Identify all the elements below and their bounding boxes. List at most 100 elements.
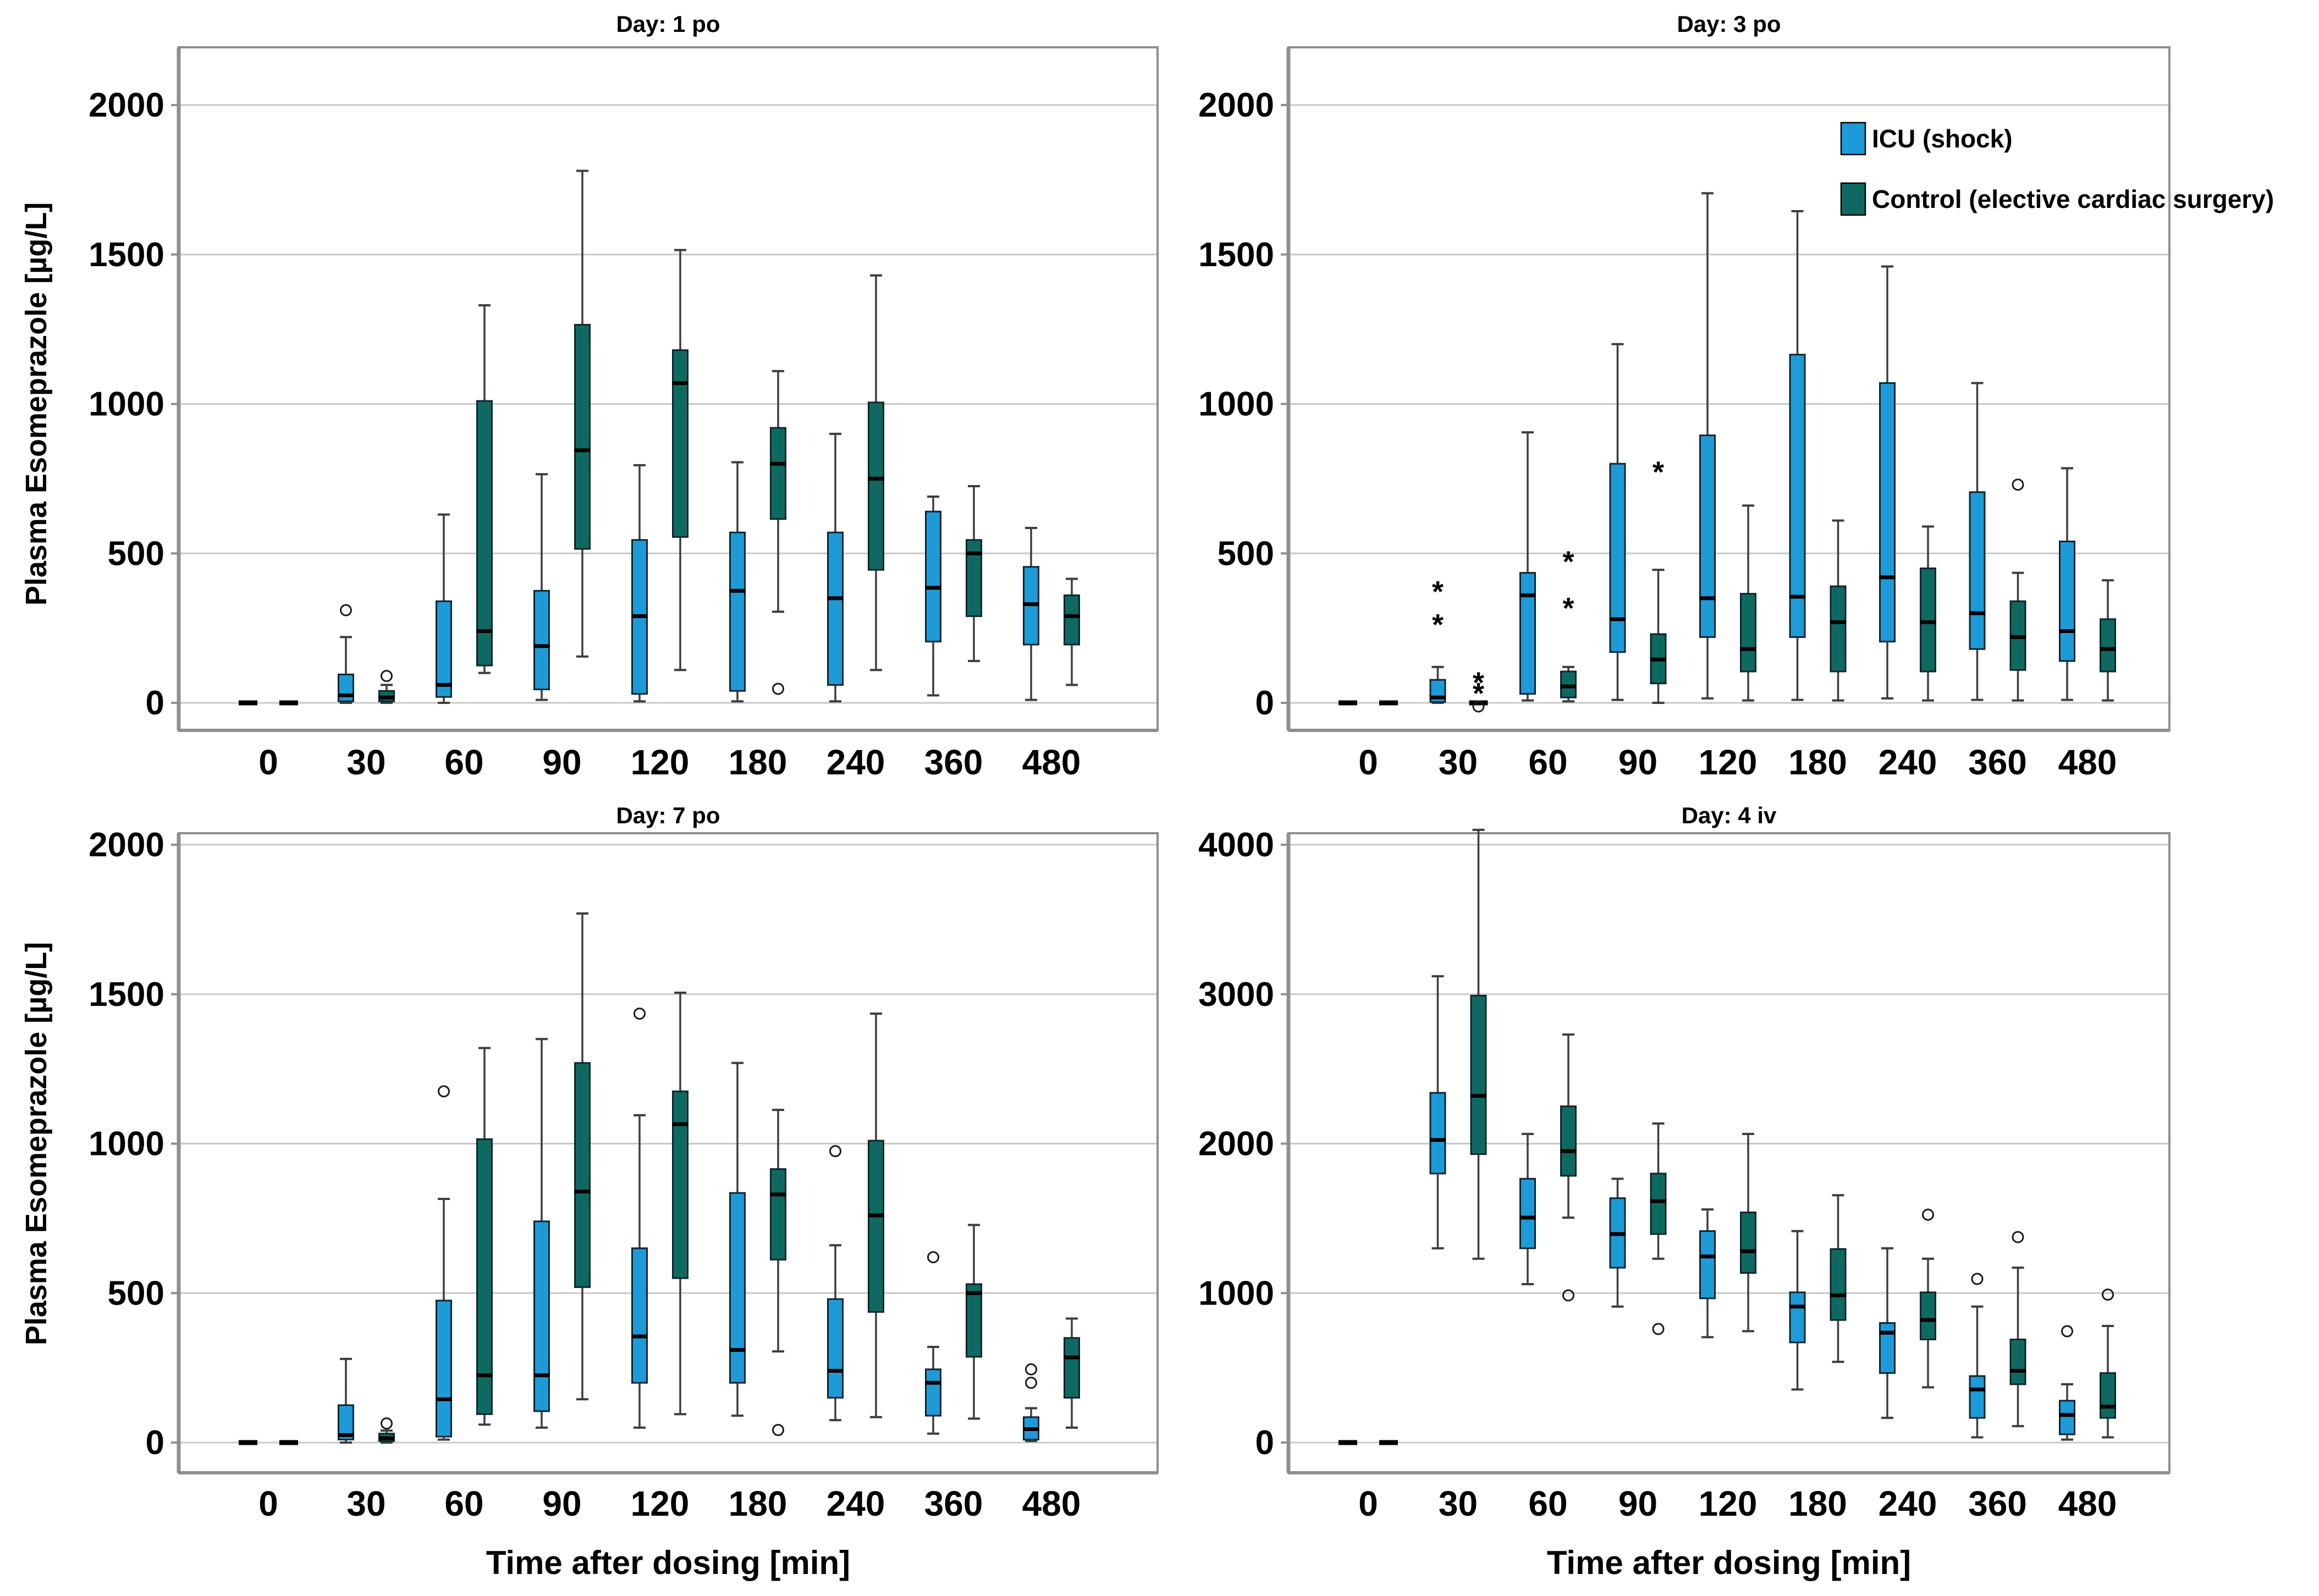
outlier-circle-control-elective-cardiac-surgery-30 — [1472, 700, 1485, 713]
outlier-circle-control-elective-cardiac-surgery-180 — [772, 1424, 784, 1437]
x-tick-label: 0 — [258, 1484, 278, 1523]
iqr-box-control-elective-cardiac-surgery-60 — [476, 1138, 493, 1415]
y-tick-label: 0 — [1255, 1424, 1274, 1462]
iqr-box-control-elective-cardiac-surgery-120 — [1740, 593, 1756, 673]
x-tick-label: 480 — [1022, 742, 1081, 782]
iqr-box-control-elective-cardiac-surgery-60 — [476, 400, 493, 667]
zero-dash-icu-shock-0 — [239, 1440, 257, 1445]
outlier-circle-icu-shock-480 — [2061, 1325, 2073, 1338]
outlier-circle-icu-shock-240 — [829, 1145, 841, 1158]
x-axis-title: Time after dosing [min] — [486, 1544, 850, 1581]
iqr-box-control-elective-cardiac-surgery-30 — [1470, 994, 1487, 1155]
iqr-box-icu-shock-120 — [1699, 434, 1716, 638]
outlier-circle-control-elective-cardiac-surgery-480 — [2102, 1288, 2114, 1301]
iqr-box-control-elective-cardiac-surgery-120 — [1740, 1212, 1756, 1274]
zero-dash-icu-shock-0 — [1338, 1440, 1357, 1445]
iqr-box-control-elective-cardiac-surgery-360 — [966, 539, 982, 617]
x-tick-label: 240 — [1879, 1484, 1937, 1523]
y-tick-label: 1000 — [1198, 1274, 1274, 1312]
x-tick-label: 30 — [346, 1484, 385, 1523]
y-tick-label: 1000 — [89, 386, 164, 423]
x-tick-label: 480 — [1022, 1484, 1081, 1523]
extreme-star-control-elective-cardiac-surgery-30: * — [1473, 666, 1484, 699]
x-tick-label: 60 — [1528, 742, 1567, 782]
x-tick-label: 120 — [1699, 1484, 1758, 1523]
iqr-box-control-elective-cardiac-surgery-180 — [770, 427, 786, 520]
iqr-box-control-elective-cardiac-surgery-60 — [1560, 1105, 1577, 1177]
legend-label-control-elective-cardiac-surgery: Control (elective cardiac surgery) — [1872, 185, 2274, 213]
panel-title: Day: 1 po — [616, 11, 720, 37]
zero-dash-control-elective-cardiac-surgery-0 — [1379, 1440, 1398, 1445]
x-tick-label: 60 — [444, 742, 483, 782]
iqr-box-icu-shock-180 — [1789, 1291, 1806, 1344]
legend-swatch-control-elective-cardiac-surgery — [1840, 182, 1866, 216]
x-tick-label: 60 — [1528, 1484, 1567, 1523]
iqr-box-control-elective-cardiac-surgery-480 — [2100, 1372, 2116, 1419]
panel-day-1-po: 0 500 1000 1500 2000 Day: 1 po 0 30 60 90 120 180 24… — [20, 11, 1159, 782]
outlier-circle-icu-shock-360 — [1971, 1273, 1984, 1285]
extreme-star-icu-shock-30: * — [1432, 608, 1444, 641]
x-tick-label: 240 — [1879, 742, 1937, 782]
outlier-circle-control-elective-cardiac-surgery-30 — [381, 670, 393, 683]
zero-dash-control-elective-cardiac-surgery-30 — [1469, 700, 1488, 706]
extreme-star-control-elective-cardiac-surgery-30: * — [1473, 677, 1484, 710]
y-tick-label: 2000 — [1198, 1125, 1274, 1163]
iqr-box-icu-shock-240 — [1879, 382, 1896, 643]
x-tick-label: 120 — [1699, 742, 1758, 782]
y-tick-label: 2000 — [1198, 86, 1274, 124]
x-tick-label: 90 — [1618, 742, 1657, 782]
iqr-box-control-elective-cardiac-surgery-480 — [2100, 618, 2116, 673]
x-tick-label: 90 — [1618, 1484, 1657, 1523]
iqr-box-control-elective-cardiac-surgery-90 — [574, 1062, 591, 1288]
iqr-box-control-elective-cardiac-surgery-90 — [574, 323, 591, 550]
outlier-circle-control-elective-cardiac-surgery-90 — [1652, 1323, 1665, 1335]
x-tick-label: 480 — [2058, 1484, 2117, 1523]
zero-dash-control-elective-cardiac-surgery-0 — [279, 1440, 298, 1445]
x-tick-label: 120 — [631, 1484, 690, 1523]
x-tick-label: 360 — [1968, 1484, 2027, 1523]
x-tick-label: 0 — [1358, 1484, 1378, 1523]
iqr-box-control-elective-cardiac-surgery-480 — [1064, 594, 1080, 646]
y-tick-label: 500 — [108, 535, 164, 573]
iqr-box-icu-shock-480 — [2059, 541, 2075, 662]
outlier-circle-control-elective-cardiac-surgery-180 — [772, 683, 784, 695]
iqr-box-control-elective-cardiac-surgery-180 — [770, 1168, 786, 1261]
x-tick-label: 180 — [1788, 1484, 1847, 1523]
iqr-box-control-elective-cardiac-surgery-240 — [868, 401, 884, 571]
iqr-box-icu-shock-180 — [729, 531, 746, 692]
x-tick-label: 90 — [542, 742, 581, 782]
iqr-box-control-elective-cardiac-surgery-480 — [1064, 1337, 1080, 1399]
iqr-box-icu-shock-240 — [1879, 1322, 1896, 1374]
zero-dash-icu-shock-0 — [1338, 700, 1357, 706]
y-tick-label: 1500 — [89, 236, 164, 274]
x-axis-title: Time after dosing [min] — [1547, 1544, 1911, 1581]
iqr-box-control-elective-cardiac-surgery-360 — [2009, 1338, 2026, 1385]
x-tick-label: 0 — [258, 742, 278, 782]
x-tick-label: 30 — [1439, 742, 1478, 782]
iqr-box-control-elective-cardiac-surgery-180 — [1830, 1248, 1847, 1321]
x-tick-label: 30 — [346, 742, 385, 782]
outlier-circle-control-elective-cardiac-surgery-240 — [1922, 1208, 1934, 1221]
iqr-box-icu-shock-90 — [1609, 463, 1626, 653]
iqr-box-icu-shock-90 — [533, 590, 550, 691]
iqr-box-icu-shock-30 — [1429, 1092, 1446, 1175]
iqr-box-icu-shock-90 — [533, 1220, 550, 1412]
legend-swatch-icu-shock — [1840, 122, 1866, 156]
iqr-box-control-elective-cardiac-surgery-240 — [868, 1140, 884, 1313]
outlier-circle-control-elective-cardiac-surgery-30 — [381, 1417, 393, 1430]
panel-day-4-iv: 0 1000 2000 3000 4000 Day: 4 iv 0 30 60 90 120 180 2… — [1198, 802, 2171, 1581]
iqr-box-icu-shock-360 — [1969, 491, 1986, 650]
iqr-box-icu-shock-360 — [925, 1368, 941, 1417]
iqr-box-icu-shock-240 — [827, 1298, 844, 1399]
zero-dash-icu-shock-0 — [239, 700, 257, 706]
y-tick-label: 500 — [1218, 535, 1274, 573]
y-tick-label: 3000 — [1198, 976, 1274, 1014]
x-tick-label: 90 — [542, 1484, 581, 1523]
iqr-box-icu-shock-60 — [1519, 572, 1536, 695]
outlier-circle-icu-shock-120 — [634, 1008, 646, 1020]
iqr-box-icu-shock-60 — [436, 1300, 452, 1438]
iqr-box-icu-shock-120 — [1699, 1230, 1716, 1300]
